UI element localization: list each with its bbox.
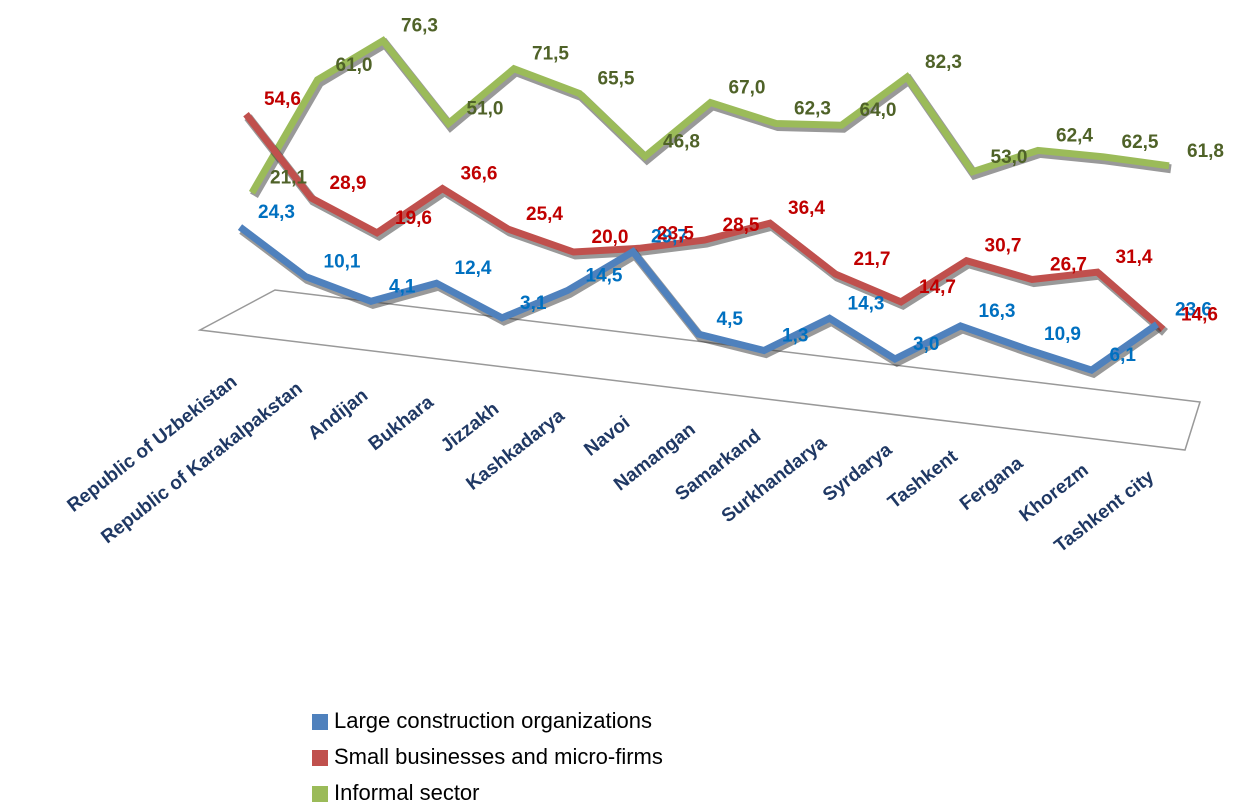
floor <box>197 289 1201 451</box>
data-label: 76,3 <box>401 16 438 37</box>
data-label: 25,4 <box>526 204 563 225</box>
data-label: 26,7 <box>1050 255 1087 276</box>
line <box>243 112 1166 333</box>
data-label: 31,4 <box>1116 247 1153 268</box>
data-label: 67,0 <box>729 78 766 99</box>
data-label: 14,3 <box>848 293 885 314</box>
legend-label: Large construction organizations <box>334 708 652 733</box>
data-label: 21,1 <box>270 168 307 189</box>
data-label: 61,0 <box>336 55 373 76</box>
data-label: 64,0 <box>860 100 897 121</box>
data-label: 61,8 <box>1187 141 1224 162</box>
data-label: 3,0 <box>913 334 939 355</box>
x-tick-label: Fergana <box>956 453 1028 515</box>
data-label: 20,0 <box>592 227 629 248</box>
data-label: 6,1 <box>1110 345 1137 366</box>
data-label: 71,5 <box>532 44 569 65</box>
data-label: 1,3 <box>782 326 808 347</box>
x-tick-label: Bukhara <box>365 391 438 455</box>
data-label: 19,6 <box>395 208 432 229</box>
x-tick-label: Andijan <box>304 385 372 444</box>
line-shadow <box>250 37 1172 198</box>
data-label: 29,7 <box>651 227 688 248</box>
data-label: 46,8 <box>663 131 700 152</box>
x-tick-label: Navoi <box>580 412 634 460</box>
data-label: 14,7 <box>919 277 956 298</box>
legend-swatch <box>312 786 328 802</box>
data-label: 28,9 <box>330 173 367 194</box>
data-label: 53,0 <box>991 147 1028 168</box>
data-label: 65,5 <box>598 69 635 90</box>
data-label: 54,6 <box>264 89 301 110</box>
data-label: 36,6 <box>461 164 498 185</box>
legend-swatch <box>312 750 328 766</box>
data-label: 82,3 <box>925 52 962 73</box>
data-label: 24,3 <box>258 202 295 223</box>
data-label: 3,1 <box>520 293 547 314</box>
line <box>248 36 1170 195</box>
data-label: 23,6 <box>1175 299 1212 320</box>
data-label: 10,1 <box>324 252 361 273</box>
data-label: 62,4 <box>1056 125 1093 146</box>
data-label: 62,5 <box>1122 132 1159 153</box>
data-label: 21,7 <box>854 249 891 270</box>
legend-swatch <box>312 714 328 730</box>
data-label: 12,4 <box>455 258 492 279</box>
line <box>237 224 1160 374</box>
data-label: 62,3 <box>794 99 831 120</box>
data-label: 16,3 <box>979 301 1016 322</box>
data-label: 51,0 <box>467 98 504 119</box>
data-label: 10,9 <box>1044 324 1081 345</box>
data-label: 14,6 <box>1181 304 1218 325</box>
data-label: 4,5 <box>717 309 744 330</box>
data-label: 4,1 <box>389 276 416 297</box>
data-label: 28,5 <box>723 215 760 236</box>
data-label: 30,7 <box>985 236 1022 257</box>
data-label: 36,4 <box>788 198 825 219</box>
data-label: 23,5 <box>657 223 694 244</box>
data-label: 14,5 <box>586 266 623 287</box>
legend-label: Informal sector <box>334 780 480 805</box>
legend-label: Small businesses and micro-firms <box>334 744 663 769</box>
x-tick-label: Jizzakh <box>437 399 503 457</box>
